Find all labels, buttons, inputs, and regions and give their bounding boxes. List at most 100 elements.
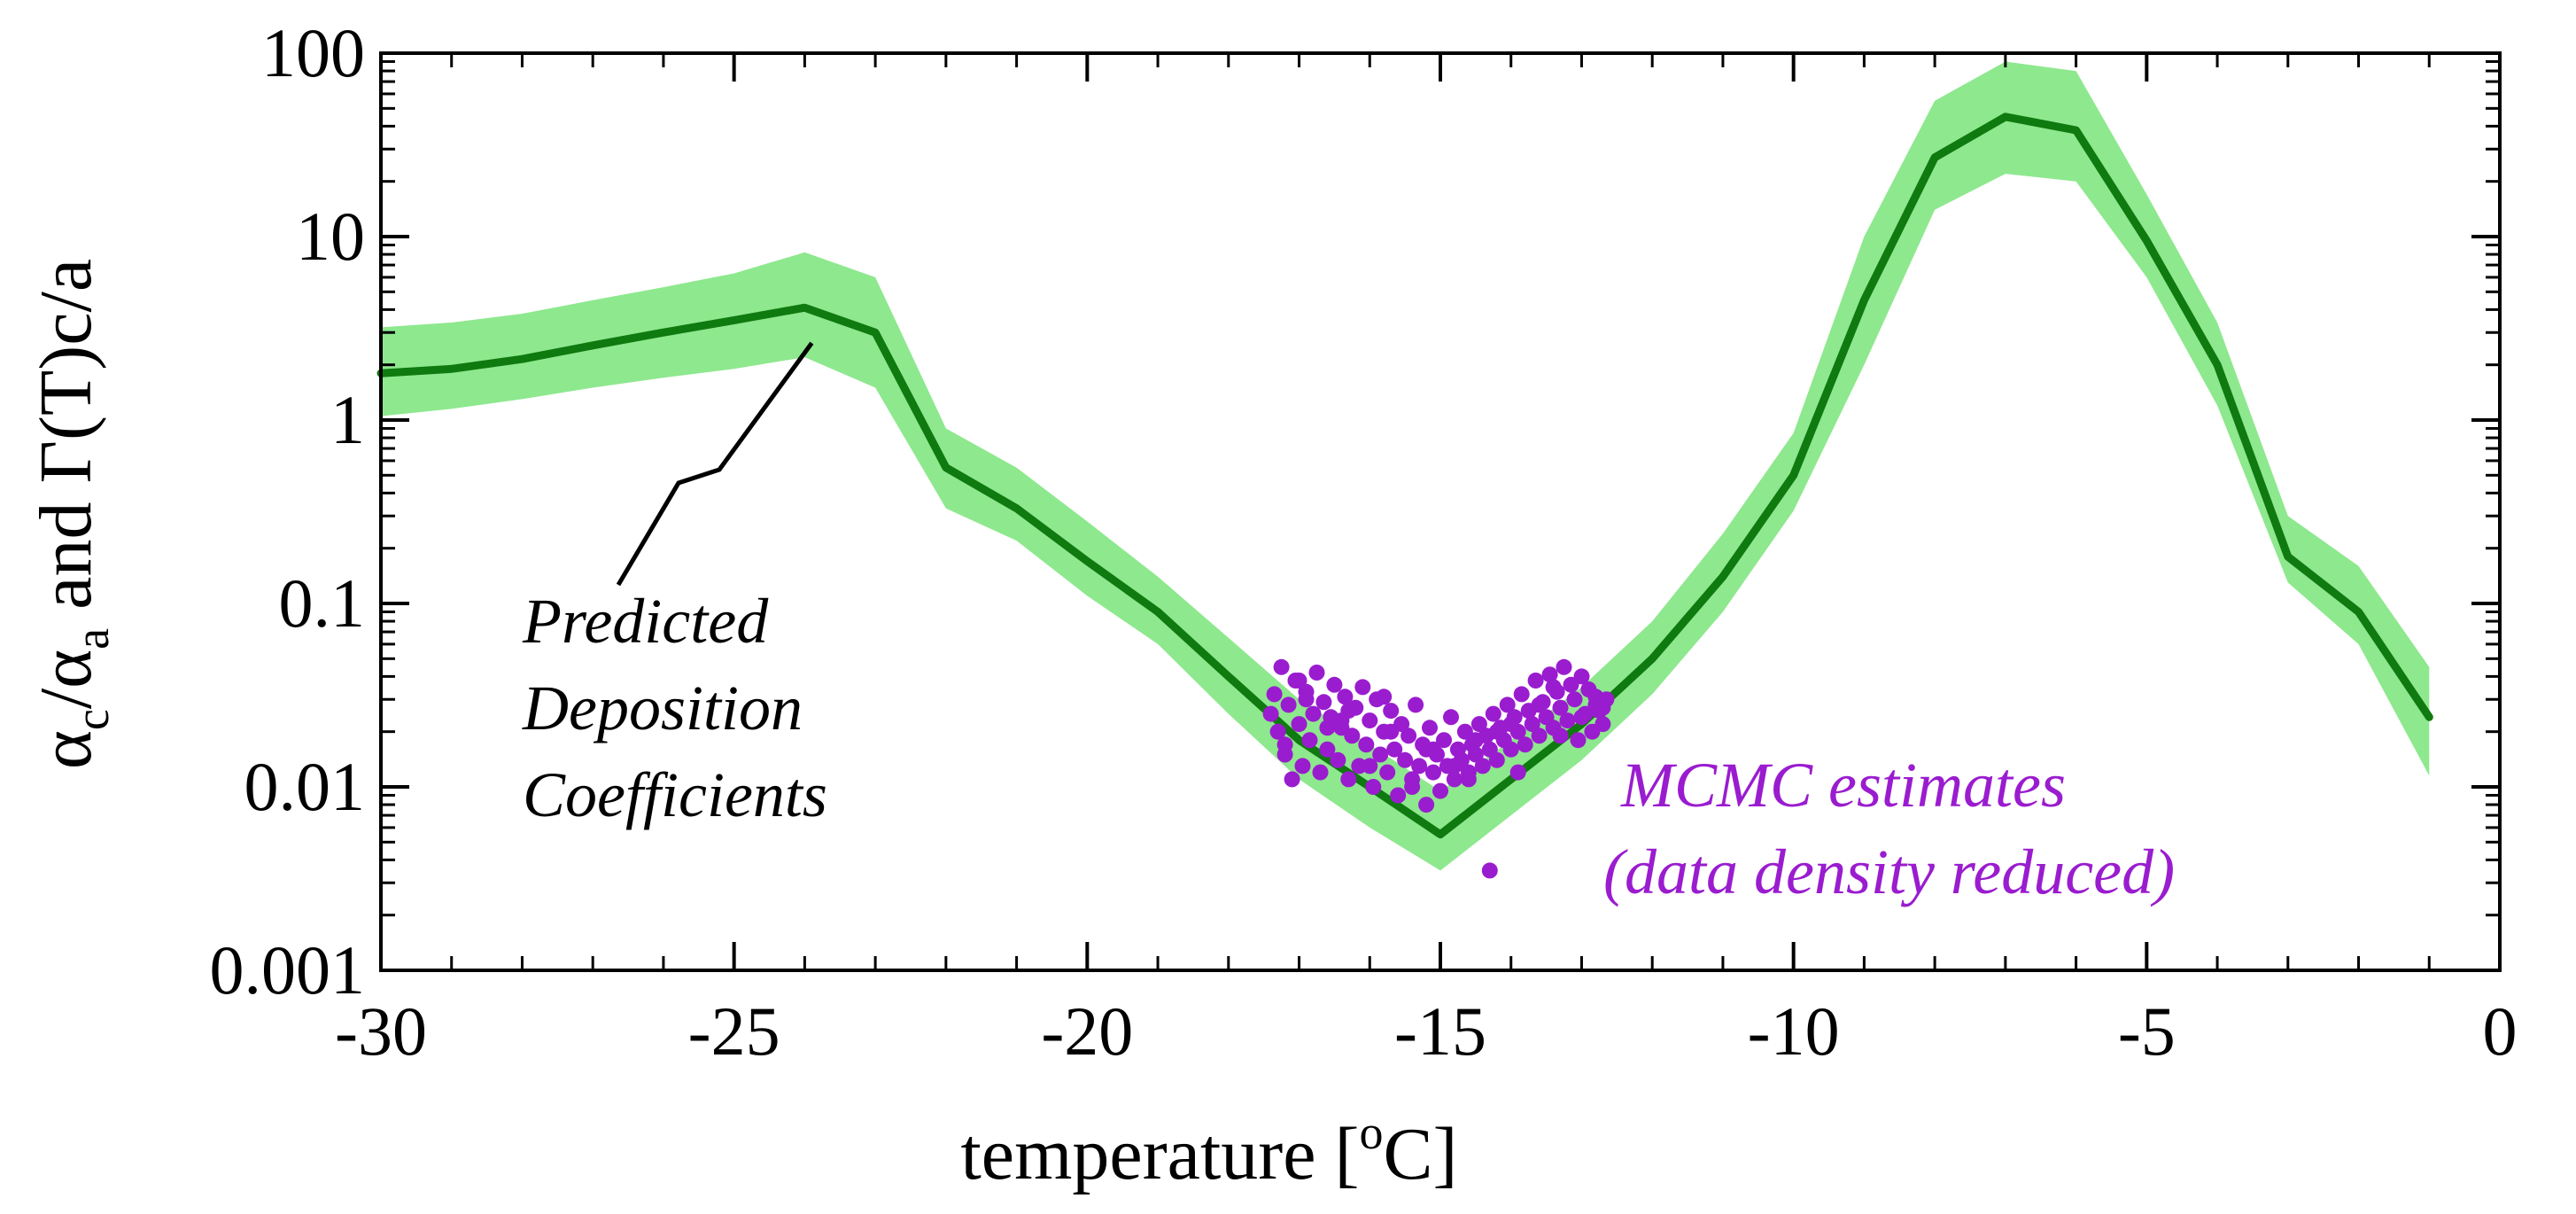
mcmc-annotation-line-2: (data density reduced) (1603, 837, 2175, 907)
y-tick-labels: 0.001 0.01 0.1 1 10 100 (210, 14, 366, 1008)
mcmc-point (1488, 751, 1505, 768)
mcmc-point (1502, 716, 1519, 733)
mcmc-point (1436, 732, 1452, 749)
mcmc-point (1276, 736, 1293, 753)
mcmc-point (1460, 771, 1477, 788)
mcmc-point (1425, 764, 1441, 781)
y-axis-title-alpha-a: α (25, 650, 107, 689)
mcmc-points-layer (1262, 658, 1615, 879)
mcmc-point (1344, 728, 1361, 744)
x-tick-label: -15 (1394, 992, 1486, 1070)
mcmc-point (1556, 658, 1572, 675)
mcmc-point (1418, 741, 1435, 758)
mcmc-point (1330, 751, 1346, 768)
mcmc-point (1418, 797, 1435, 813)
y-tick-label: 0.001 (210, 931, 366, 1008)
mcmc-point (1566, 691, 1583, 708)
mcmc-point (1337, 689, 1354, 705)
mcmc-point (1552, 728, 1569, 744)
predicted-annotation-line-2: Deposition (522, 673, 803, 743)
mcmc-point (1594, 716, 1611, 733)
mcmc-point (1326, 676, 1343, 693)
prediction-line-layer (376, 113, 2433, 839)
mcmc-point (1587, 696, 1604, 713)
x-tick-label: -30 (335, 992, 427, 1070)
mcmc-point (1422, 720, 1438, 736)
mcmc-point (1446, 771, 1463, 788)
x-axis-title-prefix: temperature [ (960, 1113, 1359, 1195)
y-axis-title: αc/αa and Γ(T)c/a (25, 259, 119, 769)
mcmc-point (1362, 758, 1378, 774)
mcmc-point (1284, 771, 1300, 788)
y-tick-label: 100 (261, 14, 365, 91)
mcmc-point (1531, 696, 1548, 713)
mcmc-point (1291, 716, 1307, 733)
x-axis-title-suffix: C] (1384, 1113, 1458, 1195)
mcmc-point (1294, 758, 1311, 774)
mcmc-point (1305, 705, 1322, 722)
y-axis-title-sub-a: a (66, 628, 119, 650)
mcmc-point (1545, 679, 1562, 696)
mcmc-point (1509, 764, 1526, 781)
mcmc-point (1456, 723, 1473, 740)
mcmc-point (1362, 712, 1378, 729)
mcmc-point (1408, 696, 1424, 713)
mcmc-point (1432, 782, 1448, 799)
mcmc-point (1474, 758, 1491, 774)
mcmc-point (1467, 746, 1484, 763)
x-tick-label: -25 (688, 992, 780, 1070)
y-axis-title-alpha-c: α (25, 730, 107, 769)
x-axis-title: temperature [oC] (960, 1106, 1457, 1195)
mcmc-point (1262, 705, 1279, 722)
mcmc-point (1312, 764, 1329, 781)
annotation-pointer (616, 341, 814, 587)
mcmc-point (1273, 658, 1290, 675)
mcmc-point (1298, 691, 1315, 708)
mcmc-point (1390, 787, 1407, 804)
mcmc-point (1333, 712, 1350, 729)
mcmc-point (1446, 758, 1463, 774)
mcmc-point (1308, 665, 1325, 681)
x-tick-label: -20 (1041, 992, 1133, 1070)
x-tick-labels: -30 -25 -20 -15 -10 -5 0 (335, 992, 2517, 1070)
mcmc-point (1467, 732, 1484, 749)
mcmc-point (1383, 703, 1400, 720)
mcmc-point (1379, 764, 1396, 781)
mcmc-point (1541, 666, 1558, 683)
predicted-annotation: Predicted Deposition Coefficients (522, 586, 827, 830)
mcmc-point (1372, 746, 1389, 763)
mcmc-point (1531, 728, 1548, 744)
axis-ticks (379, 51, 2502, 972)
mcmc-point (1315, 694, 1332, 711)
y-tick-label: 10 (296, 198, 365, 275)
mcmc-point (1559, 712, 1576, 729)
y-axis-title-rest: and Γ(T)c/a (25, 259, 107, 628)
mcmc-annotation-line-1: MCMC estimates (1620, 750, 2066, 821)
mcmc-point (1354, 679, 1371, 696)
y-axis-title-sub-c: c (66, 709, 119, 730)
mcmc-point (1499, 696, 1516, 713)
x-tick-label: -5 (2118, 992, 2176, 1070)
x-tick-label: -10 (1748, 992, 1840, 1070)
mcmc-point (1485, 705, 1501, 722)
mcmc-point (1470, 716, 1487, 733)
mcmc-point (1481, 862, 1498, 879)
mcmc-point (1319, 720, 1336, 736)
predicted-annotation-line-3: Coefficients (523, 759, 827, 830)
prediction-line (376, 113, 2433, 839)
mcmc-point (1573, 668, 1590, 685)
mcmc-point (1386, 741, 1403, 758)
mcmc-point (1301, 732, 1318, 749)
mcmc-point (1358, 736, 1375, 753)
y-tick-label: 0.01 (244, 748, 366, 825)
mcmc-point (1266, 686, 1283, 703)
mcmc-point (1552, 699, 1569, 716)
predicted-annotation-line-1: Predicted (522, 586, 769, 657)
y-tick-label: 0.1 (279, 564, 366, 642)
mcmc-point (1319, 741, 1336, 758)
mcmc-point (1517, 736, 1533, 753)
mcmc-point (1291, 673, 1307, 689)
mcmc-point (1404, 779, 1421, 795)
y-tick-label: 1 (330, 381, 365, 458)
